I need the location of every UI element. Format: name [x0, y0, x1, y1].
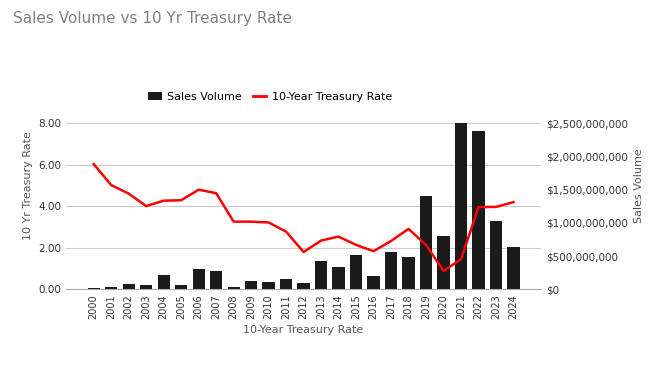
Bar	[420, 196, 432, 289]
Bar	[88, 288, 100, 289]
Bar	[193, 269, 205, 289]
Bar	[123, 284, 135, 289]
Text: Sales Volume vs 10 Yr Treasury Rate: Sales Volume vs 10 Yr Treasury Rate	[13, 11, 292, 26]
Bar	[490, 221, 502, 289]
Bar	[455, 123, 467, 289]
Bar	[508, 247, 519, 289]
Y-axis label: Sales Volume: Sales Volume	[634, 148, 644, 223]
Bar	[210, 271, 222, 289]
Bar	[140, 285, 152, 289]
Y-axis label: 10 Yr Treasury Rate: 10 Yr Treasury Rate	[22, 131, 32, 240]
Bar	[333, 267, 345, 289]
Bar	[473, 131, 484, 289]
Bar	[368, 276, 380, 289]
Bar	[105, 288, 117, 289]
Bar	[298, 283, 310, 289]
Bar	[385, 252, 397, 289]
X-axis label: 10-Year Treasury Rate: 10-Year Treasury Rate	[244, 325, 364, 335]
Bar	[315, 261, 327, 289]
Bar	[280, 279, 292, 289]
Legend: Sales Volume, 10-Year Treasury Rate: Sales Volume, 10-Year Treasury Rate	[144, 87, 397, 106]
Bar	[245, 281, 257, 289]
Bar	[228, 288, 240, 289]
Bar	[175, 285, 187, 289]
Bar	[158, 275, 170, 289]
Bar	[403, 257, 414, 289]
Bar	[438, 236, 449, 289]
Bar	[263, 282, 275, 289]
Bar	[350, 256, 362, 289]
